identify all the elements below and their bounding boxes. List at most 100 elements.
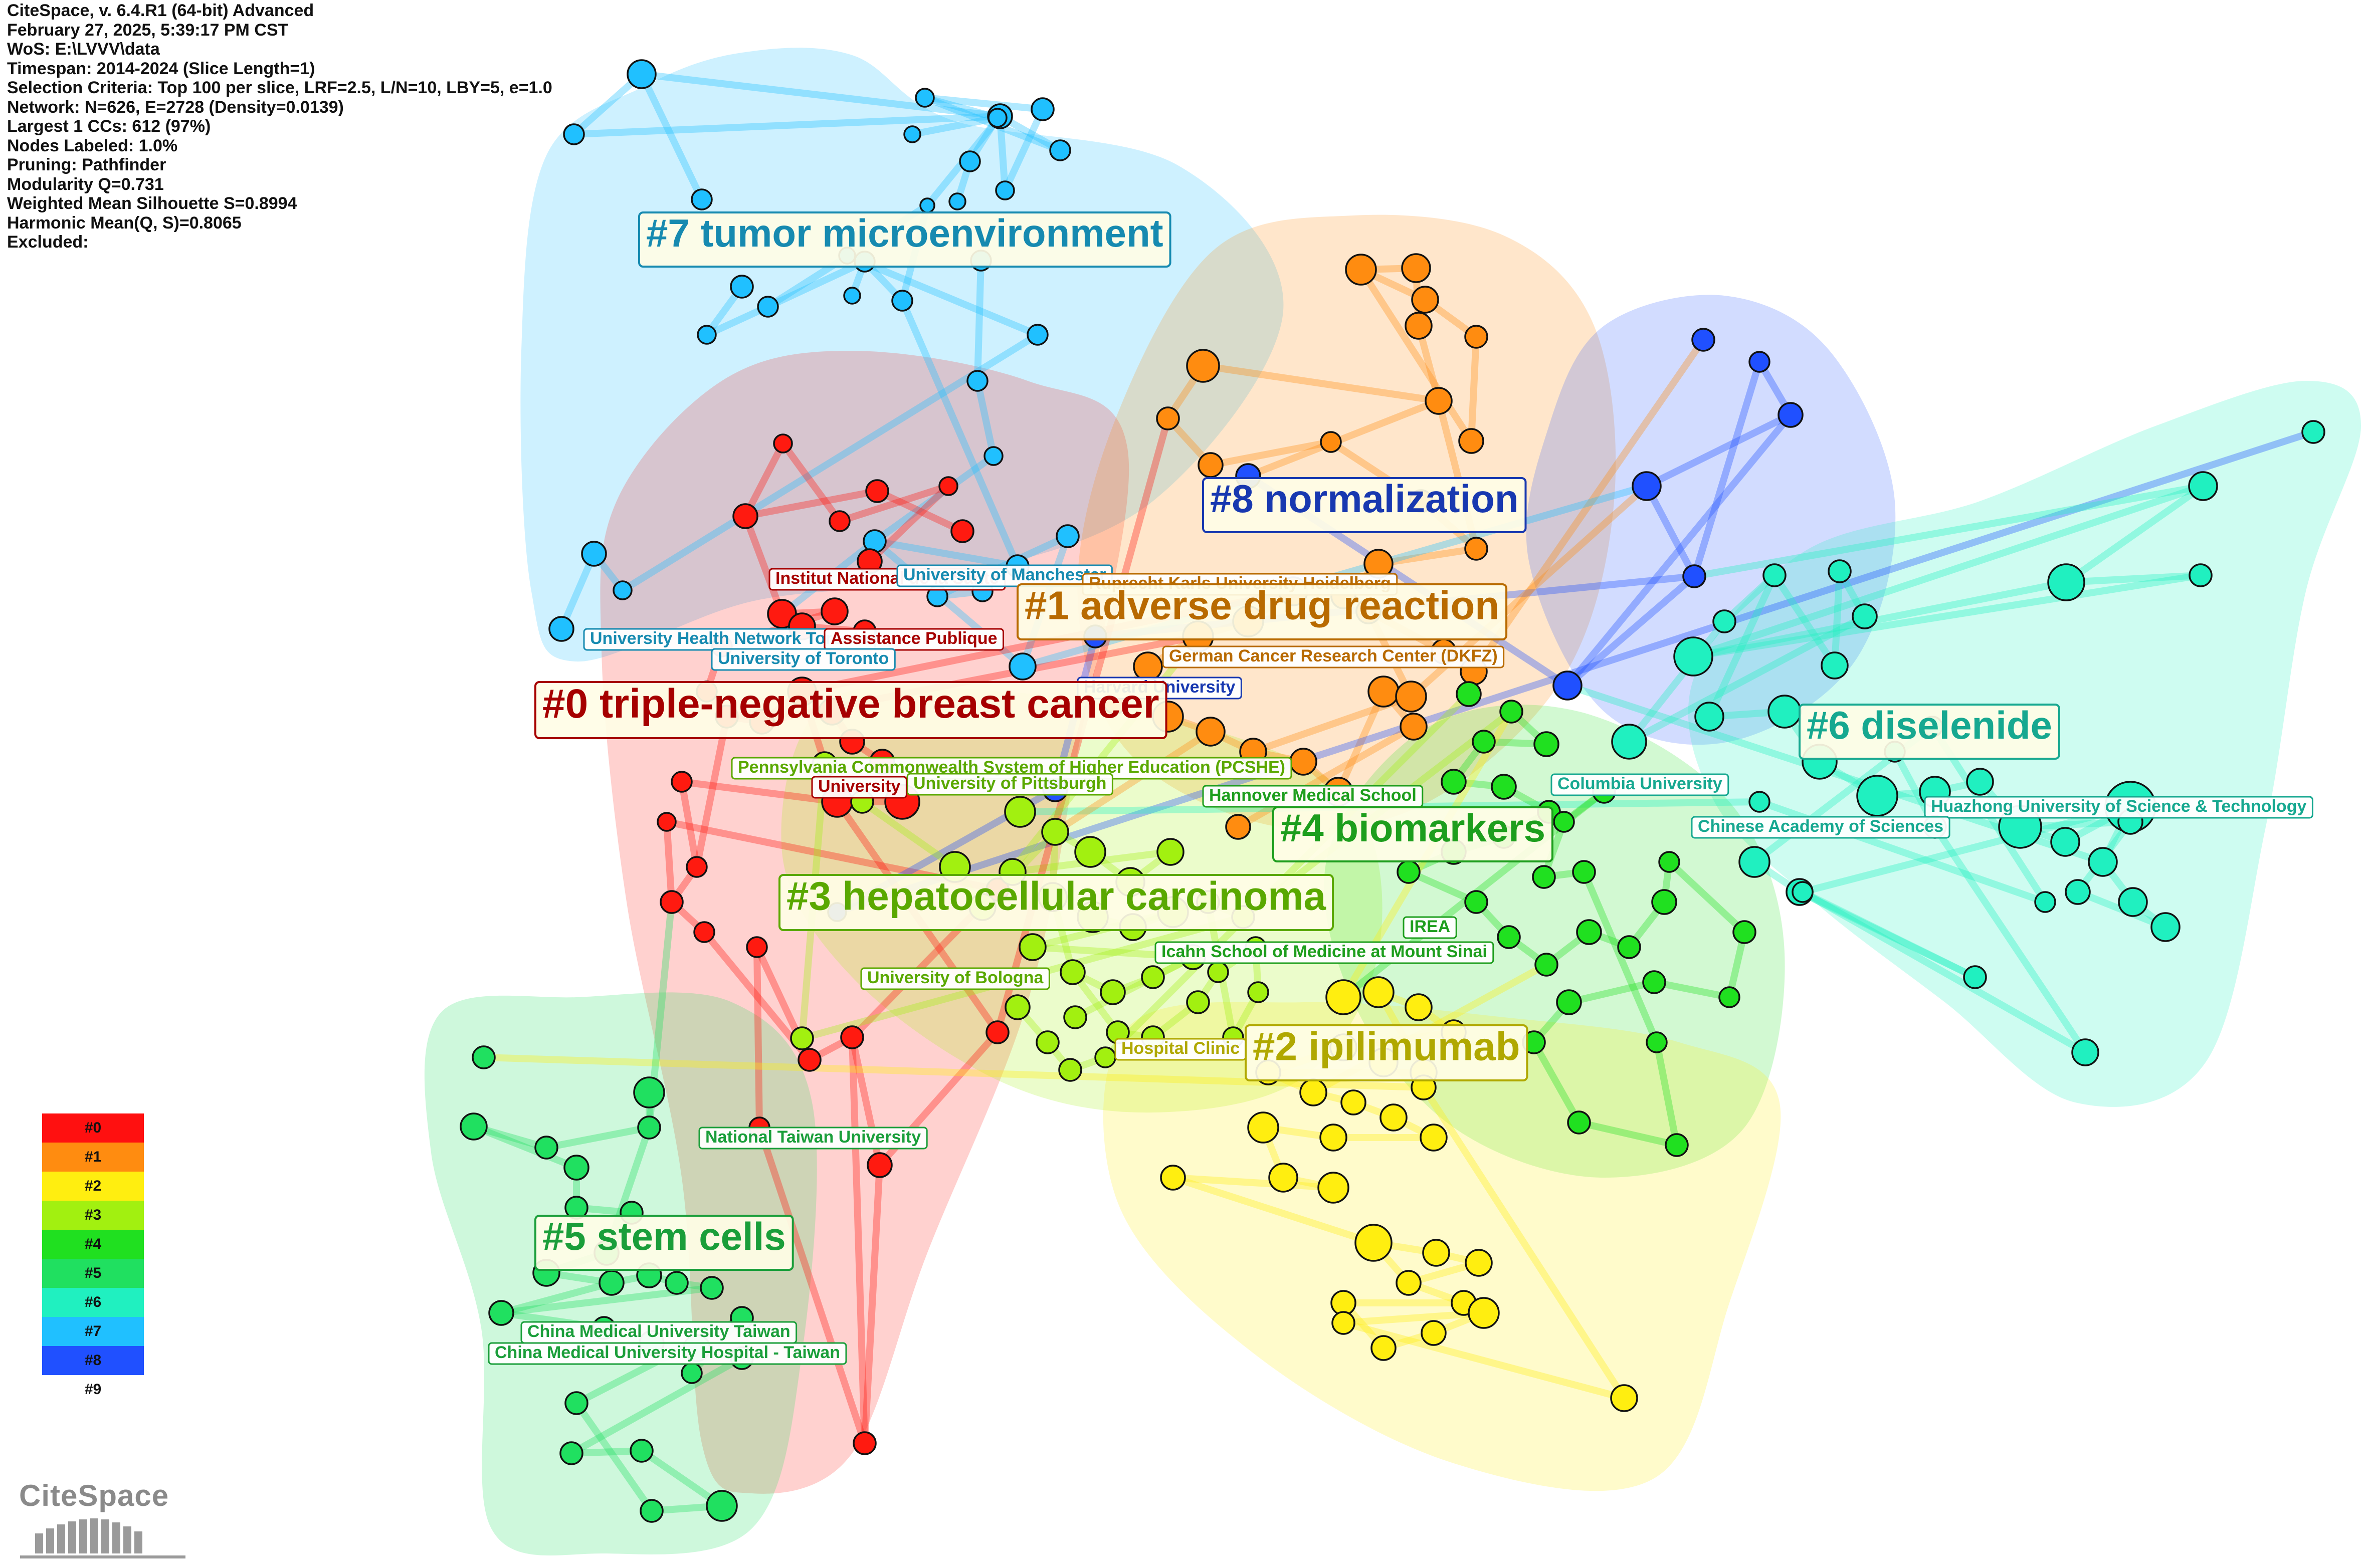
node-cluster-4[interactable] (1646, 1031, 1668, 1053)
node-cluster-3[interactable] (1060, 959, 1086, 985)
institution-label[interactable]: University of Toronto (711, 648, 896, 671)
node-cluster-4[interactable] (1456, 681, 1482, 707)
node-cluster-6[interactable] (2118, 887, 2148, 917)
node-cluster-3[interactable] (1058, 1058, 1082, 1082)
node-cluster-3[interactable] (1141, 965, 1165, 989)
node-cluster-6[interactable] (1611, 724, 1647, 760)
node-cluster-6[interactable] (1821, 651, 1849, 680)
node-cluster-6[interactable] (2088, 847, 2118, 877)
node-cluster-4[interactable] (1567, 1110, 1591, 1135)
node-cluster-8[interactable] (1682, 564, 1706, 588)
node-cluster-6[interactable] (1762, 563, 1787, 587)
node-cluster-6[interactable] (2150, 912, 2181, 942)
node-cluster-0[interactable] (746, 936, 768, 958)
node-cluster-2[interactable] (1354, 1224, 1393, 1262)
node-cluster-5[interactable] (563, 1155, 589, 1181)
node-cluster-1[interactable] (1395, 681, 1427, 713)
node-cluster-2[interactable] (1362, 976, 1395, 1008)
node-cluster-1[interactable] (1198, 452, 1224, 478)
node-cluster-7[interactable] (843, 287, 861, 305)
node-cluster-4[interactable] (1499, 700, 1523, 724)
node-cluster-2[interactable] (1299, 1078, 1327, 1106)
node-cluster-6[interactable] (1856, 775, 1898, 817)
node-cluster-1[interactable] (1411, 286, 1439, 314)
node-cluster-5[interactable] (630, 1439, 654, 1463)
node-cluster-0[interactable] (938, 476, 958, 496)
institution-label[interactable]: National Taiwan University (698, 1127, 928, 1150)
institution-label[interactable]: German Cancer Research Center (DKFZ) (1162, 645, 1505, 668)
cluster-label-7[interactable]: #7 tumor microenvironment (638, 211, 1171, 268)
node-cluster-7[interactable] (548, 616, 574, 642)
node-cluster-7[interactable] (730, 275, 754, 299)
node-cluster-7[interactable] (1031, 97, 1055, 121)
node-cluster-3[interactable] (1041, 818, 1069, 846)
node-cluster-7[interactable] (983, 446, 1004, 466)
node-cluster-3[interactable] (1186, 990, 1210, 1014)
node-cluster-4[interactable] (1472, 730, 1496, 754)
node-cluster-4[interactable] (1576, 919, 1602, 945)
node-cluster-4[interactable] (1497, 925, 1521, 949)
node-cluster-4[interactable] (1572, 860, 1596, 884)
node-cluster-0[interactable] (985, 1020, 1010, 1044)
node-cluster-6[interactable] (1963, 965, 1987, 989)
institution-label[interactable]: China Medical University Taiwan (520, 1321, 798, 1344)
cluster-label-0[interactable]: #0 triple-negative breast cancer (534, 681, 1167, 739)
node-cluster-2[interactable] (1465, 1249, 1493, 1277)
node-cluster-3[interactable] (1004, 796, 1036, 828)
node-cluster-6[interactable] (2071, 1038, 2099, 1066)
node-cluster-7[interactable] (581, 541, 607, 567)
cluster-label-5[interactable]: #5 stem cells (534, 1214, 794, 1271)
node-cluster-2[interactable] (1340, 1089, 1366, 1115)
node-cluster-0[interactable] (686, 856, 708, 878)
node-cluster-4[interactable] (1665, 1133, 1689, 1157)
institution-label[interactable]: Hannover Medical School (1202, 785, 1424, 808)
node-cluster-0[interactable] (773, 433, 793, 454)
node-cluster-8[interactable] (1691, 328, 1715, 352)
node-cluster-5[interactable] (534, 1136, 558, 1160)
node-cluster-6[interactable] (2188, 471, 2218, 501)
node-cluster-7[interactable] (1027, 324, 1049, 346)
node-cluster-7[interactable] (919, 197, 935, 213)
node-cluster-1[interactable] (1401, 253, 1431, 283)
node-cluster-2[interactable] (1420, 1124, 1448, 1152)
node-cluster-7[interactable] (959, 150, 981, 172)
node-cluster-1[interactable] (1400, 713, 1428, 741)
cluster-label-1[interactable]: #1 adverse drug reaction (1017, 583, 1508, 640)
node-cluster-6[interactable] (1828, 559, 1852, 583)
node-cluster-1[interactable] (1464, 537, 1488, 561)
node-cluster-2[interactable] (1325, 979, 1361, 1015)
node-cluster-1[interactable] (1405, 312, 1433, 340)
node-cluster-5[interactable] (472, 1045, 496, 1069)
node-cluster-5[interactable] (665, 1271, 689, 1295)
node-cluster-2[interactable] (1379, 1103, 1408, 1132)
node-cluster-7[interactable] (995, 180, 1015, 200)
node-cluster-4[interactable] (1718, 986, 1740, 1008)
institution-label[interactable]: Chinese Academy of Sciences (1691, 816, 1950, 839)
node-cluster-2[interactable] (1396, 1270, 1422, 1296)
node-cluster-0[interactable] (840, 1025, 864, 1049)
node-cluster-6[interactable] (2034, 891, 2056, 913)
node-cluster-7[interactable] (948, 192, 966, 210)
node-cluster-5[interactable] (460, 1112, 488, 1141)
node-cluster-6[interactable] (1767, 695, 1802, 729)
node-cluster-6[interactable] (2189, 563, 2213, 587)
node-cluster-0[interactable] (671, 771, 693, 793)
node-cluster-3[interactable] (790, 1026, 814, 1050)
node-cluster-1[interactable] (1367, 676, 1400, 708)
institution-label[interactable]: Icahn School of Medicine at Mount Sinai (1154, 941, 1494, 964)
node-cluster-5[interactable] (559, 1441, 583, 1465)
institution-label[interactable]: University (811, 776, 907, 799)
node-cluster-2[interactable] (1370, 1335, 1397, 1361)
node-cluster-0[interactable] (732, 503, 758, 529)
node-cluster-7[interactable] (915, 88, 935, 108)
node-cluster-3[interactable] (1100, 979, 1126, 1005)
node-cluster-5[interactable] (633, 1076, 665, 1108)
node-cluster-1[interactable] (1345, 254, 1377, 286)
node-cluster-1[interactable] (1186, 349, 1220, 383)
node-cluster-7[interactable] (627, 59, 657, 89)
node-cluster-6[interactable] (1694, 702, 1724, 732)
node-cluster-7[interactable] (966, 370, 989, 392)
node-cluster-7[interactable] (691, 188, 713, 210)
institution-label[interactable]: University of Pittsburgh (906, 773, 1113, 796)
node-cluster-0[interactable] (853, 1431, 877, 1455)
